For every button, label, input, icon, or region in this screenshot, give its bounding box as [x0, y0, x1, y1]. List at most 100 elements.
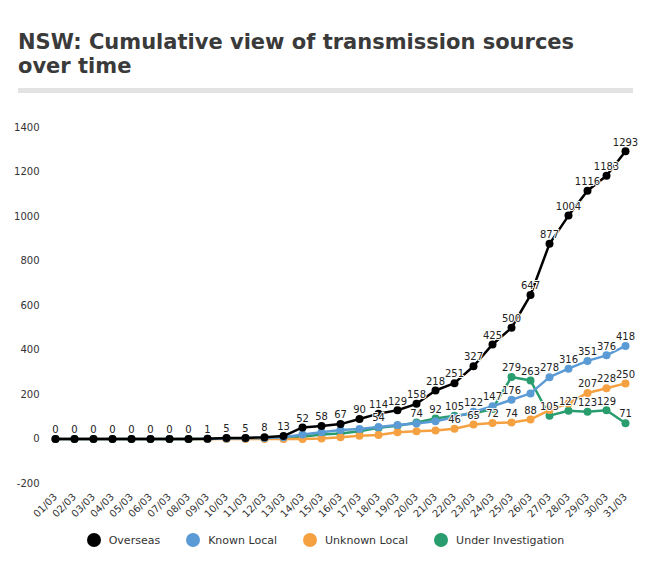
- svg-text:21/03: 21/03: [411, 491, 440, 520]
- svg-text:14/03: 14/03: [278, 491, 307, 520]
- svg-text:1004: 1004: [556, 201, 581, 212]
- svg-text:11/03: 11/03: [221, 491, 250, 520]
- svg-text:8: 8: [261, 422, 267, 433]
- svg-text:800: 800: [20, 255, 39, 266]
- svg-text:46: 46: [448, 414, 461, 425]
- svg-text:647: 647: [521, 280, 540, 291]
- svg-text:105: 105: [445, 401, 464, 412]
- svg-text:316: 316: [559, 354, 578, 365]
- svg-text:1183: 1183: [594, 161, 619, 172]
- svg-text:207: 207: [578, 378, 597, 389]
- svg-text:251: 251: [445, 368, 464, 379]
- svg-text:176: 176: [502, 385, 521, 396]
- svg-text:88: 88: [524, 405, 537, 416]
- svg-text:27/03: 27/03: [525, 491, 554, 520]
- svg-text:279: 279: [502, 362, 521, 373]
- svg-text:0: 0: [128, 424, 134, 435]
- svg-text:0: 0: [185, 424, 191, 435]
- svg-text:425: 425: [483, 330, 502, 341]
- html-text:NSW: Cumulative view of transm: NSW: Cumulative view of transmission sou…: [18, 30, 575, 78]
- svg-text:03/03: 03/03: [69, 491, 98, 520]
- svg-text:1: 1: [204, 424, 210, 435]
- svg-text:327: 327: [464, 351, 483, 362]
- svg-text:147: 147: [483, 391, 502, 402]
- svg-text:158: 158: [407, 389, 426, 400]
- svg-text:28/03: 28/03: [544, 491, 573, 520]
- svg-text:52: 52: [296, 413, 309, 424]
- svg-text:218: 218: [426, 376, 445, 387]
- svg-text:23/03: 23/03: [449, 491, 478, 520]
- svg-text:0: 0: [166, 424, 172, 435]
- svg-text:74: 74: [505, 408, 518, 419]
- svg-text:17/03: 17/03: [335, 491, 364, 520]
- svg-text:06/03: 06/03: [126, 491, 155, 520]
- svg-text:228: 228: [597, 373, 616, 384]
- svg-text:1293: 1293: [613, 137, 638, 148]
- svg-text:129: 129: [597, 395, 616, 406]
- svg-text:10/03: 10/03: [202, 491, 231, 520]
- svg-text:16/03: 16/03: [316, 491, 345, 520]
- svg-text:1000: 1000: [14, 211, 39, 222]
- svg-text:1400: 1400: [14, 122, 39, 133]
- svg-text:72: 72: [486, 408, 499, 419]
- svg-text:26/03: 26/03: [506, 491, 535, 520]
- svg-text:20/03: 20/03: [392, 491, 421, 520]
- svg-text:30/03: 30/03: [582, 491, 611, 520]
- svg-text:500: 500: [502, 313, 521, 324]
- svg-text:18/03: 18/03: [354, 491, 383, 520]
- svg-text:250: 250: [616, 369, 635, 380]
- svg-text:12/03: 12/03: [240, 491, 269, 520]
- svg-text:67: 67: [334, 409, 347, 420]
- svg-text:418: 418: [616, 331, 635, 342]
- svg-text:0: 0: [71, 424, 77, 435]
- svg-text:1200: 1200: [14, 166, 39, 177]
- svg-text:65: 65: [467, 410, 480, 421]
- svg-text:29/03: 29/03: [563, 491, 592, 520]
- svg-text:71: 71: [619, 408, 632, 419]
- svg-text:08/03: 08/03: [164, 491, 193, 520]
- svg-text:0: 0: [109, 424, 115, 435]
- svg-text:400: 400: [20, 344, 39, 355]
- svg-text:351: 351: [578, 346, 597, 357]
- html-text:Overseas: Overseas: [108, 533, 161, 547]
- svg-text:129: 129: [388, 395, 407, 406]
- svg-text:01/03: 01/03: [31, 491, 60, 520]
- svg-text:05/03: 05/03: [107, 491, 136, 520]
- svg-text:90: 90: [353, 404, 366, 415]
- svg-text:877: 877: [540, 229, 559, 240]
- svg-text:114: 114: [369, 399, 388, 410]
- svg-text:07/03: 07/03: [145, 491, 174, 520]
- svg-text:-200: -200: [17, 478, 40, 489]
- svg-text:04/03: 04/03: [88, 491, 117, 520]
- svg-text:122: 122: [464, 397, 483, 408]
- svg-text:263: 263: [521, 366, 540, 377]
- svg-text:200: 200: [20, 389, 39, 400]
- svg-text:123: 123: [578, 397, 597, 408]
- svg-text:1116: 1116: [575, 176, 600, 187]
- svg-text:54: 54: [372, 412, 385, 423]
- svg-text:0: 0: [52, 424, 58, 435]
- svg-text:600: 600: [20, 300, 39, 311]
- svg-text:127: 127: [559, 396, 578, 407]
- svg-text:58: 58: [315, 411, 328, 422]
- svg-text:105: 105: [540, 401, 559, 412]
- svg-text:09/03: 09/03: [183, 491, 212, 520]
- svg-text:02/03: 02/03: [50, 491, 79, 520]
- svg-text:25/03: 25/03: [487, 491, 516, 520]
- svg-text:278: 278: [540, 362, 559, 373]
- svg-text:92: 92: [429, 404, 442, 415]
- svg-text:5: 5: [223, 423, 229, 434]
- svg-text:0: 0: [147, 424, 153, 435]
- svg-text:19/03: 19/03: [373, 491, 402, 520]
- svg-text:31/03: 31/03: [601, 491, 629, 519]
- svg-text:5: 5: [242, 423, 248, 434]
- svg-text:22/03: 22/03: [430, 491, 459, 520]
- svg-text:0: 0: [90, 424, 96, 435]
- svg-text:376: 376: [597, 341, 616, 352]
- svg-text:13: 13: [277, 421, 290, 432]
- svg-text:13/03: 13/03: [259, 491, 288, 520]
- svg-text:24/03: 24/03: [468, 491, 497, 520]
- svg-text:15/03: 15/03: [297, 491, 326, 520]
- svg-text:0: 0: [33, 433, 39, 444]
- svg-text:74: 74: [410, 408, 423, 419]
